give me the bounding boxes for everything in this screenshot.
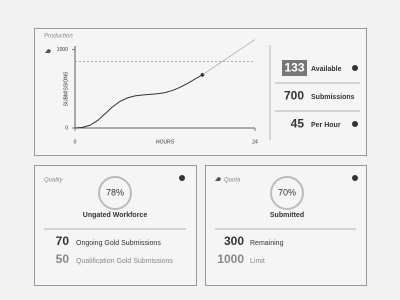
stat-label: Per Hour <box>311 122 341 129</box>
row-value: 70 <box>56 234 70 248</box>
stat-value: 700 <box>284 89 304 103</box>
row-label: Limit <box>250 258 265 265</box>
row-value: 1000 <box>217 252 244 266</box>
stat-value: 45 <box>291 117 305 131</box>
row-label: Ongoing Gold Submissions <box>76 240 161 247</box>
percent: 78% <box>106 187 124 197</box>
x-axis-label: HOURS <box>156 139 175 145</box>
stat-label: Available <box>311 66 342 73</box>
icon <box>215 177 221 181</box>
percent: 70% <box>278 187 296 197</box>
y-tick-label: 0 <box>65 125 68 131</box>
caption: Ungated Workforce <box>83 212 148 219</box>
badge <box>282 60 307 76</box>
caption: Submitted <box>270 212 304 219</box>
y-tick-label: 1000 <box>57 47 68 53</box>
stat-label: Submissions <box>311 94 355 101</box>
production-panel <box>34 28 367 156</box>
ring <box>270 176 304 210</box>
row-value: 50 <box>56 252 70 266</box>
icon <box>45 49 51 53</box>
panel-title: Quota <box>224 178 241 184</box>
row-label: Remaining <box>250 240 284 247</box>
plot: 0 1000 0 24 <box>57 39 258 145</box>
y-axis-label: SUBMISSIONS <box>63 71 69 106</box>
x-tick-label: 0 <box>74 139 77 145</box>
help-icon[interactable] <box>352 175 358 181</box>
help-icon[interactable] <box>352 65 358 71</box>
quality-panel <box>34 165 197 286</box>
row-label: Qualification Gold Submissions <box>76 258 173 265</box>
ring <box>98 176 132 210</box>
row-value: 300 <box>224 234 244 248</box>
x-tick-label: 24 <box>252 139 258 145</box>
series-line <box>202 39 256 76</box>
help-icon[interactable] <box>179 175 185 181</box>
help-icon[interactable] <box>352 121 358 127</box>
panel-title: Quality <box>44 178 64 184</box>
series-line <box>74 74 203 129</box>
panel-title: Production <box>44 34 73 40</box>
quota-panel <box>205 165 367 286</box>
stat-value: 133 <box>284 61 304 75</box>
